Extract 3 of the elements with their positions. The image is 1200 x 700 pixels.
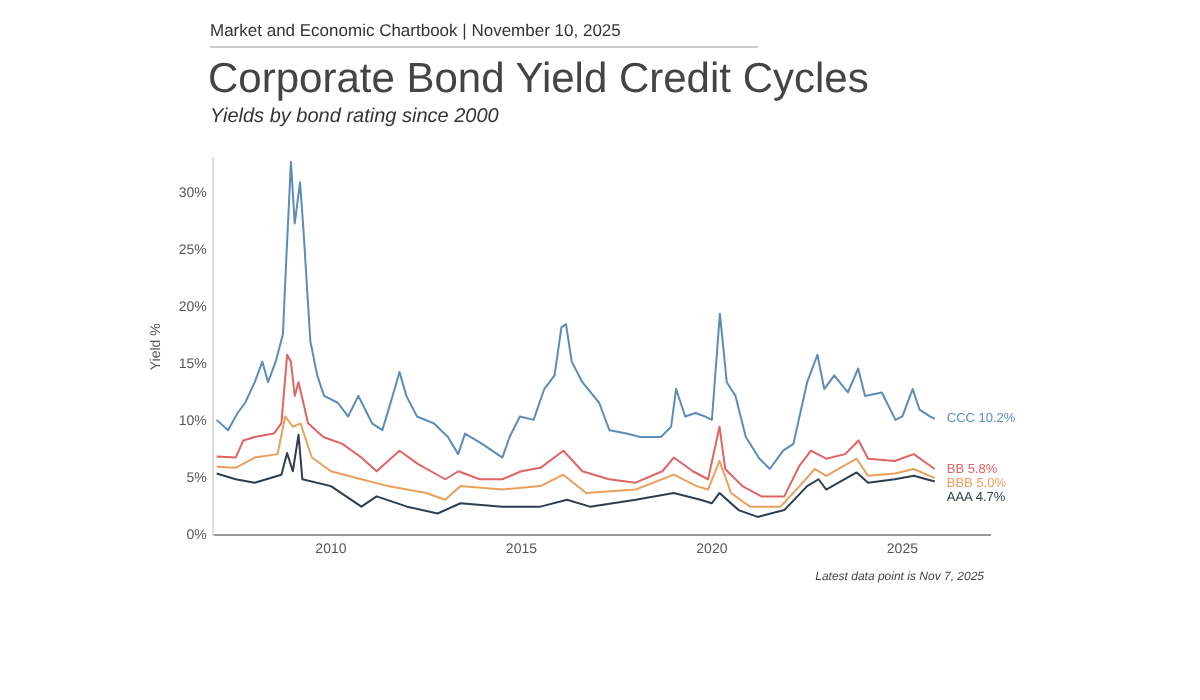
chart-subtitle: Yields by bond rating since 2000 xyxy=(210,106,499,128)
text: Market and Economic Chartbook | November 10, 2025 xyxy=(210,20,758,48)
chart-title: Corporate Bond Yield Credit Cycles xyxy=(208,56,869,104)
